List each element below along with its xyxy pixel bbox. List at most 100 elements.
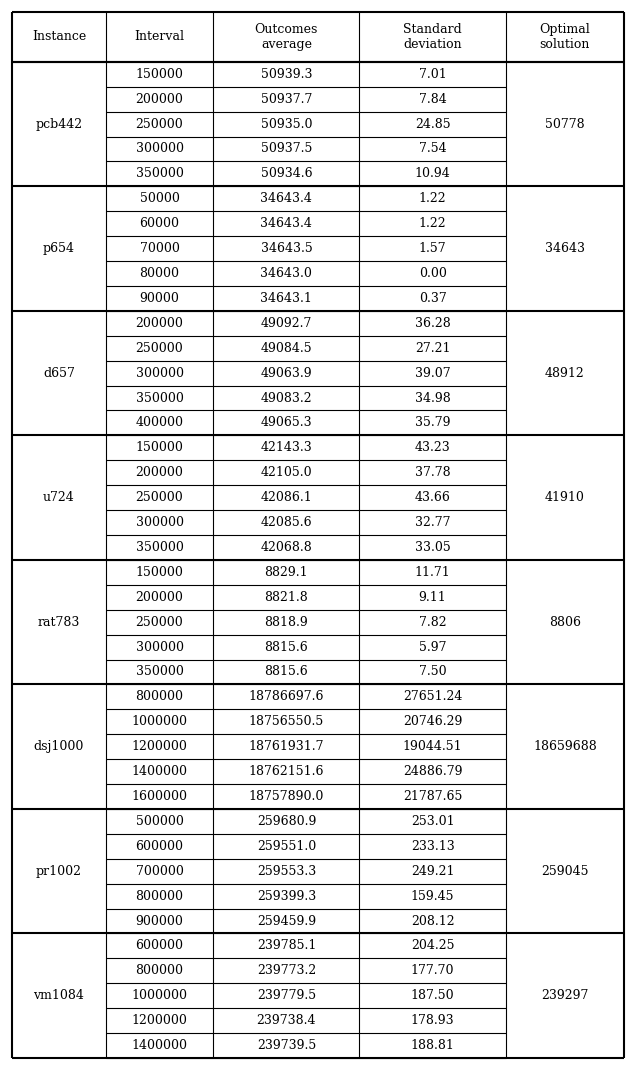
Text: 239739.5: 239739.5 <box>257 1039 316 1052</box>
Text: 18659688: 18659688 <box>533 740 597 753</box>
Text: 239773.2: 239773.2 <box>257 964 316 977</box>
Text: 34643.0: 34643.0 <box>261 268 312 280</box>
Text: 259045: 259045 <box>541 865 588 877</box>
Text: 7.84: 7.84 <box>418 93 446 106</box>
Text: 500000: 500000 <box>135 815 184 828</box>
Text: 20746.29: 20746.29 <box>403 715 462 729</box>
Text: 10.94: 10.94 <box>415 167 450 181</box>
Text: 200000: 200000 <box>135 317 184 330</box>
Text: 8815.6: 8815.6 <box>265 666 308 678</box>
Text: Outcomes
average: Outcomes average <box>254 22 318 51</box>
Text: 150000: 150000 <box>135 67 184 80</box>
Text: 50934.6: 50934.6 <box>261 167 312 181</box>
Text: 233.13: 233.13 <box>411 840 455 853</box>
Text: 24.85: 24.85 <box>415 118 450 131</box>
Text: 49084.5: 49084.5 <box>261 341 312 355</box>
Text: 5.97: 5.97 <box>419 641 446 654</box>
Text: 50778: 50778 <box>545 118 584 131</box>
Text: 300000: 300000 <box>135 641 184 654</box>
Text: 259399.3: 259399.3 <box>257 889 316 903</box>
Text: 49065.3: 49065.3 <box>261 416 312 429</box>
Text: 18762151.6: 18762151.6 <box>249 765 324 778</box>
Text: 49063.9: 49063.9 <box>261 367 312 380</box>
Text: 8821.8: 8821.8 <box>265 591 308 603</box>
Text: 50000: 50000 <box>140 193 179 205</box>
Text: 200000: 200000 <box>135 93 184 106</box>
Text: 7.54: 7.54 <box>418 142 446 155</box>
Text: 49092.7: 49092.7 <box>261 317 312 330</box>
Text: 350000: 350000 <box>135 541 184 554</box>
Text: 259680.9: 259680.9 <box>257 815 316 828</box>
Text: 19044.51: 19044.51 <box>403 740 462 753</box>
Text: 35.79: 35.79 <box>415 416 450 429</box>
Text: 259459.9: 259459.9 <box>257 915 316 928</box>
Text: pr1002: pr1002 <box>36 865 82 877</box>
Text: 300000: 300000 <box>135 367 184 380</box>
Text: pcb442: pcb442 <box>36 118 83 131</box>
Text: 600000: 600000 <box>135 939 184 952</box>
Text: 42105.0: 42105.0 <box>261 467 312 479</box>
Text: 48912: 48912 <box>545 367 584 380</box>
Text: Instance: Instance <box>32 30 86 44</box>
Text: 1.22: 1.22 <box>418 217 446 230</box>
Text: 43.66: 43.66 <box>415 491 450 504</box>
Text: 90000: 90000 <box>140 292 179 305</box>
Text: 34643: 34643 <box>545 242 585 255</box>
Text: 250000: 250000 <box>135 118 183 131</box>
Text: 42068.8: 42068.8 <box>261 541 312 554</box>
Text: 1600000: 1600000 <box>132 790 188 802</box>
Text: 250000: 250000 <box>135 615 183 629</box>
Text: 34643.4: 34643.4 <box>261 217 312 230</box>
Text: 43.23: 43.23 <box>415 441 450 455</box>
Text: 8818.9: 8818.9 <box>265 615 308 629</box>
Text: 42143.3: 42143.3 <box>261 441 312 455</box>
Text: 150000: 150000 <box>135 566 184 579</box>
Text: 8806: 8806 <box>549 615 581 629</box>
Text: 70000: 70000 <box>140 242 179 255</box>
Text: 239297: 239297 <box>541 990 588 1003</box>
Text: 0.00: 0.00 <box>418 268 446 280</box>
Text: 204.25: 204.25 <box>411 939 454 952</box>
Text: 239738.4: 239738.4 <box>257 1014 316 1027</box>
Text: 34.98: 34.98 <box>415 392 450 404</box>
Text: 200000: 200000 <box>135 467 184 479</box>
Text: 50935.0: 50935.0 <box>261 118 312 131</box>
Text: 239785.1: 239785.1 <box>257 939 316 952</box>
Text: 11.71: 11.71 <box>415 566 450 579</box>
Text: 0.37: 0.37 <box>418 292 446 305</box>
Text: rat783: rat783 <box>38 615 80 629</box>
Text: 34643.1: 34643.1 <box>261 292 312 305</box>
Text: vm1084: vm1084 <box>34 990 85 1003</box>
Text: 239779.5: 239779.5 <box>257 990 316 1003</box>
Text: 18786697.6: 18786697.6 <box>249 690 324 703</box>
Text: 33.05: 33.05 <box>415 541 450 554</box>
Text: 18757890.0: 18757890.0 <box>249 790 324 802</box>
Text: 1000000: 1000000 <box>132 715 188 729</box>
Text: 39.07: 39.07 <box>415 367 450 380</box>
Text: 24886.79: 24886.79 <box>403 765 462 778</box>
Text: 187.50: 187.50 <box>411 990 454 1003</box>
Text: 1.57: 1.57 <box>418 242 446 255</box>
Text: 259553.3: 259553.3 <box>257 865 316 877</box>
Text: 800000: 800000 <box>135 889 184 903</box>
Text: 350000: 350000 <box>135 666 184 678</box>
Text: 7.50: 7.50 <box>418 666 446 678</box>
Text: 188.81: 188.81 <box>411 1039 455 1052</box>
Text: d657: d657 <box>43 367 75 380</box>
Text: 350000: 350000 <box>135 392 184 404</box>
Text: 208.12: 208.12 <box>411 915 454 928</box>
Text: 60000: 60000 <box>139 217 179 230</box>
Text: 8829.1: 8829.1 <box>265 566 308 579</box>
Text: 249.21: 249.21 <box>411 865 454 877</box>
Text: 1200000: 1200000 <box>132 740 188 753</box>
Text: u724: u724 <box>43 491 75 504</box>
Text: p654: p654 <box>43 242 75 255</box>
Text: 300000: 300000 <box>135 142 184 155</box>
Text: 18761931.7: 18761931.7 <box>249 740 324 753</box>
Text: Optimal
solution: Optimal solution <box>539 22 590 51</box>
Text: 7.82: 7.82 <box>418 615 446 629</box>
Text: 27.21: 27.21 <box>415 341 450 355</box>
Text: 50937.7: 50937.7 <box>261 93 312 106</box>
Text: 1.22: 1.22 <box>418 193 446 205</box>
Text: 1200000: 1200000 <box>132 1014 188 1027</box>
